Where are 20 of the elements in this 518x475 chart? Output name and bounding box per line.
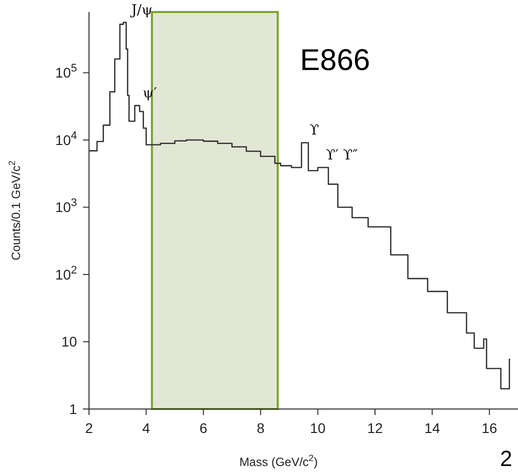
y-tick-label: 10$^{3}$ [55, 197, 77, 216]
x-axis-title: Mass (GeV/c$^{2}$) [239, 453, 318, 469]
x-tick-label: 14 [424, 420, 440, 436]
annotation: J/ψ [129, 2, 153, 18]
x-tick-label: 6 [200, 420, 208, 436]
annotation: ϒ [310, 122, 320, 139]
y-tick-label: 10 [61, 334, 78, 350]
x-tick-label: 16 [482, 420, 498, 436]
x-tick-label: 8 [256, 420, 265, 436]
y-tick-label: 10$^{5}$ [55, 62, 77, 81]
x-tick-label: 4 [142, 420, 150, 436]
annotation: ϒ′ ϒ″ [326, 147, 358, 164]
x-tick-label: 12 [367, 420, 383, 436]
y-tick-label: 10$^{4}$ [55, 130, 77, 148]
y-tick-label: 10$^{2}$ [55, 264, 77, 282]
text: 2 [500, 446, 512, 471]
x-tick-label: 2 [85, 420, 94, 436]
annotation: E866 [300, 44, 370, 77]
y-tick-label: 1 [69, 401, 78, 417]
x-tick-label: 10 [310, 420, 326, 436]
